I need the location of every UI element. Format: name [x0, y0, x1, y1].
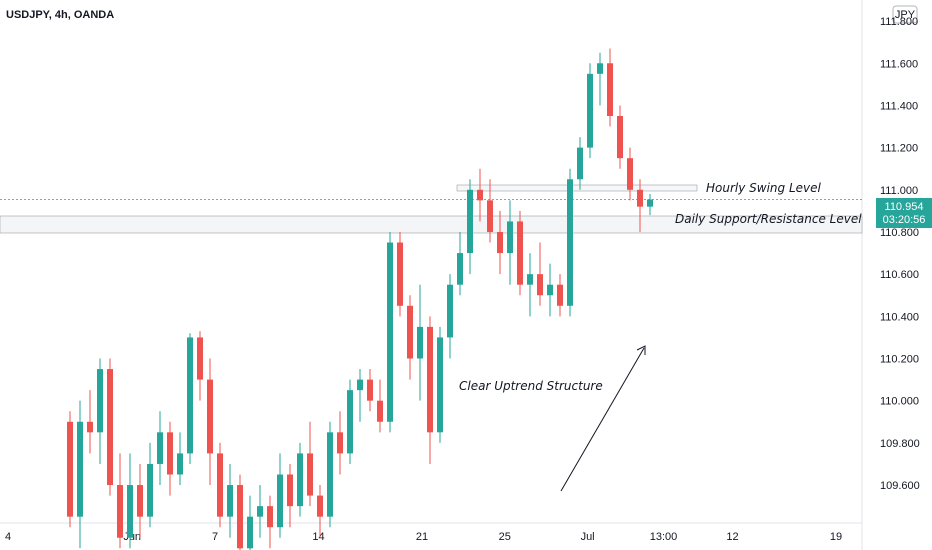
candle-body [107, 369, 113, 486]
time-tick-label: 12 [726, 531, 738, 543]
current-price-tag: 110.954 03:20:56 [876, 198, 932, 228]
candle-body [187, 337, 193, 454]
candle-body [97, 369, 103, 433]
currency-button-label: JPY [895, 9, 916, 21]
candle-body [397, 242, 403, 306]
bar-countdown: 03:20:56 [883, 214, 926, 226]
candle-body [207, 379, 213, 454]
candle-body [257, 506, 263, 517]
candle-body [277, 474, 283, 528]
candle-body [507, 221, 513, 254]
price-tick-label: 111.400 [880, 100, 918, 112]
candle-body [477, 189, 483, 201]
candle-body [247, 516, 253, 549]
current-price-value: 110.954 [885, 201, 924, 213]
candle-body [447, 284, 453, 338]
price-tick-label: 110.000 [880, 396, 919, 408]
candle-body [127, 485, 133, 538]
candle-body [637, 189, 643, 207]
trend-arrow[interactable] [560, 345, 646, 492]
candle-body [267, 506, 273, 528]
time-tick-label: 25 [499, 531, 511, 543]
time-tick-label: Jul [581, 531, 595, 543]
candle-body [337, 432, 343, 454]
candle-body [327, 432, 333, 517]
candle-body [227, 485, 233, 517]
hourly-swing-zone[interactable] [456, 184, 698, 192]
candle-body [377, 400, 383, 422]
candle-body [137, 485, 143, 517]
candle-body [547, 284, 553, 296]
candle-body [87, 421, 93, 433]
support-resistance-zone[interactable] [0, 215, 863, 234]
candle-body [587, 73, 593, 148]
price-tick-label: 110.200 [880, 354, 919, 366]
candle-body [627, 158, 633, 190]
candle-body [77, 421, 83, 517]
candle-body [317, 495, 323, 517]
candle-body [577, 147, 583, 180]
candle-body [157, 432, 163, 464]
candle-body [367, 379, 373, 401]
time-tick-label: 19 [830, 531, 842, 543]
time-tick-label: 14 [312, 531, 324, 543]
chart-title: USDJPY, 4h, OANDA [6, 9, 114, 21]
price-tick-label: 110.400 [880, 311, 919, 323]
price-tick-label: 111.800 [880, 16, 918, 28]
candle-body [307, 453, 313, 496]
candle-body [437, 337, 443, 433]
candle-body [197, 337, 203, 380]
price-axis: 111.800 111.600 111.400 111.200 111.000 110.8… [880, 16, 920, 492]
price-tick-label: 109.800 [880, 438, 920, 450]
candle-body [167, 432, 173, 475]
uptrend-annotation: Clear Uptrend Structure [459, 379, 603, 393]
candle-body [297, 453, 303, 507]
candle-body [217, 453, 223, 517]
candle-body [177, 453, 183, 475]
candle-body [467, 189, 473, 254]
candle-body [407, 305, 413, 359]
time-tick-label: 13:00 [650, 531, 678, 543]
candle-body [617, 115, 623, 159]
candle-body [557, 284, 563, 306]
price-tick-label: 111.200 [880, 143, 918, 155]
price-tick-label: 110.600 [880, 269, 919, 281]
price-tick-label: 111.000 [880, 185, 918, 197]
candle-body [607, 63, 613, 116]
candle-body [647, 199, 653, 207]
time-tick-label: 21 [416, 531, 428, 543]
time-tick-label: 4 [5, 531, 11, 543]
candle-body [517, 221, 523, 285]
candle-body [537, 274, 543, 296]
candles [67, 48, 653, 550]
candle-body [527, 274, 533, 285]
candle-body [287, 474, 293, 507]
price-tick-label: 111.600 [880, 58, 918, 70]
candle-body [597, 63, 603, 74]
candle-body [387, 242, 393, 422]
candle-body [147, 463, 153, 517]
candle-body [567, 179, 573, 306]
price-tick-label: 109.600 [880, 480, 920, 492]
candle-body [427, 326, 433, 433]
candle-body [117, 485, 123, 538]
candle-body [237, 485, 243, 549]
candle-body [487, 200, 493, 232]
time-tick-label: 7 [212, 531, 218, 543]
price-tick-label: 110.800 [880, 227, 919, 239]
currency-button[interactable]: JPY [892, 5, 918, 24]
candle-body [497, 231, 503, 254]
candle-body [357, 379, 363, 391]
daily-support-resistance-label: Daily Support/Resistance Level [675, 212, 862, 226]
hourly-swing-level-label: Hourly Swing Level [706, 181, 822, 195]
candle-body [347, 390, 353, 454]
candle-body [457, 253, 463, 285]
candle-body [67, 421, 73, 517]
candle-body [417, 326, 423, 359]
